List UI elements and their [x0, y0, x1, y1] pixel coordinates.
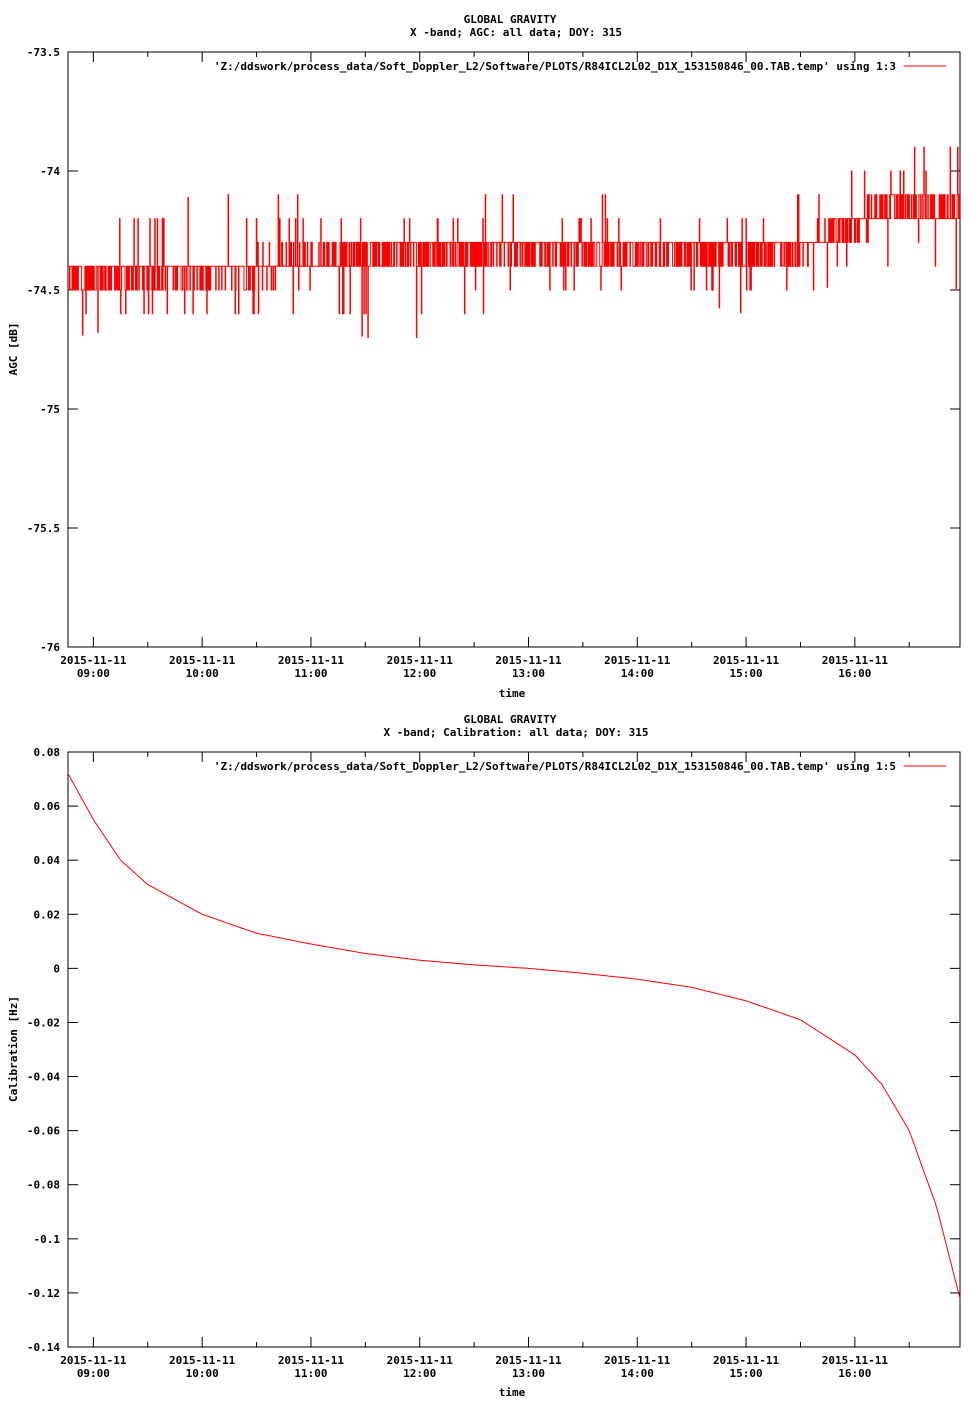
y-tick-label: 0: [53, 962, 60, 975]
y-tick-label: 0.04: [34, 854, 61, 867]
x-tick-label-date: 2015-11-11: [387, 1354, 454, 1367]
y-tick-label: -75.5: [27, 522, 60, 535]
x-tick-label-date: 2015-11-11: [169, 1354, 236, 1367]
chart-title: GLOBAL GRAVITY: [464, 713, 557, 726]
plot-frame: [67, 751, 961, 1348]
x-tick-label-date: 2015-11-11: [387, 654, 454, 667]
legend-label: 'Z:/ddswork/process_data/Soft_Doppler_L2…: [214, 760, 896, 773]
x-tick-label-time: 16:00: [838, 1367, 871, 1380]
x-tick-label-date: 2015-11-11: [60, 654, 127, 667]
y-tick-label: -74.5: [27, 284, 60, 297]
y-tick-label: -0.06: [27, 1125, 60, 1138]
y-axis-label: AGC [dB]: [7, 323, 20, 376]
x-tick-label-date: 2015-11-11: [495, 654, 562, 667]
x-tick-label-time: 13:00: [512, 667, 545, 680]
x-tick-label-date: 2015-11-11: [60, 1354, 127, 1367]
agc-chart-panel: GLOBAL GRAVITY X -band; AGC: all data; D…: [7, 13, 961, 700]
x-tick-label-time: 12:00: [403, 1367, 436, 1380]
x-tick-label-time: 11:00: [294, 1367, 327, 1380]
x-tick-label-date: 2015-11-11: [169, 654, 236, 667]
chart-title: GLOBAL GRAVITY: [464, 13, 557, 26]
x-tick-label-time: 11:00: [294, 667, 327, 680]
y-tick-label: -74: [40, 165, 60, 178]
x-tick-label-time: 15:00: [730, 667, 763, 680]
x-tick-label-time: 14:00: [621, 667, 654, 680]
y-tick-label: -0.14: [27, 1341, 60, 1354]
x-tick-label-time: 14:00: [621, 1367, 654, 1380]
y-tick-label: -76: [40, 641, 60, 654]
x-axis-label: time: [499, 687, 526, 700]
x-axis-label: time: [499, 1386, 526, 1399]
plot-frame: [67, 51, 961, 648]
y-tick-label: 0.06: [34, 800, 61, 813]
y-axis-label: Calibration [Hz]: [7, 996, 20, 1102]
chart-subtitle: X -band; AGC: all data; DOY: 315: [410, 26, 622, 39]
agc-series-line: [68, 146, 960, 339]
x-tick-label-date: 2015-11-11: [822, 654, 889, 667]
y-tick-label: -0.12: [27, 1287, 60, 1300]
calibration-series-line: [67, 773, 961, 1299]
x-tick-label-date: 2015-11-11: [278, 1354, 345, 1367]
y-tick-label: 0.02: [34, 908, 61, 921]
y-tick-label: -75: [40, 403, 60, 416]
x-tick-label-time: 09:00: [77, 667, 110, 680]
x-tick-label-date: 2015-11-11: [713, 654, 780, 667]
x-tick-label-date: 2015-11-11: [604, 1354, 671, 1367]
x-tick-label-date: 2015-11-11: [278, 654, 345, 667]
y-tick-label: -0.04: [27, 1071, 60, 1084]
x-tick-label-time: 10:00: [186, 1367, 219, 1380]
legend-label: 'Z:/ddswork/process_data/Soft_Doppler_L2…: [214, 60, 896, 73]
chart-subtitle: X -band; Calibration: all data; DOY: 315: [384, 726, 649, 739]
x-tick-label-time: 13:00: [512, 1367, 545, 1380]
x-tick-label-date: 2015-11-11: [713, 1354, 780, 1367]
x-tick-label-date: 2015-11-11: [822, 1354, 889, 1367]
x-tick-label-date: 2015-11-11: [495, 1354, 562, 1367]
x-tick-label-time: 15:00: [730, 1367, 763, 1380]
y-tick-label: -0.02: [27, 1016, 60, 1029]
x-tick-label-time: 09:00: [77, 1367, 110, 1380]
y-tick-label: -73.5: [27, 46, 60, 59]
y-tick-label: -0.1: [34, 1233, 61, 1246]
y-tick-label: -0.08: [27, 1179, 60, 1192]
x-tick-label-time: 16:00: [838, 667, 871, 680]
x-tick-label-time: 12:00: [403, 667, 436, 680]
x-tick-label-time: 10:00: [186, 667, 219, 680]
x-tick-label-date: 2015-11-11: [604, 654, 671, 667]
y-tick-label: 0.08: [34, 746, 61, 759]
calibration-chart-panel: GLOBAL GRAVITY X -band; Calibration: all…: [7, 713, 961, 1399]
